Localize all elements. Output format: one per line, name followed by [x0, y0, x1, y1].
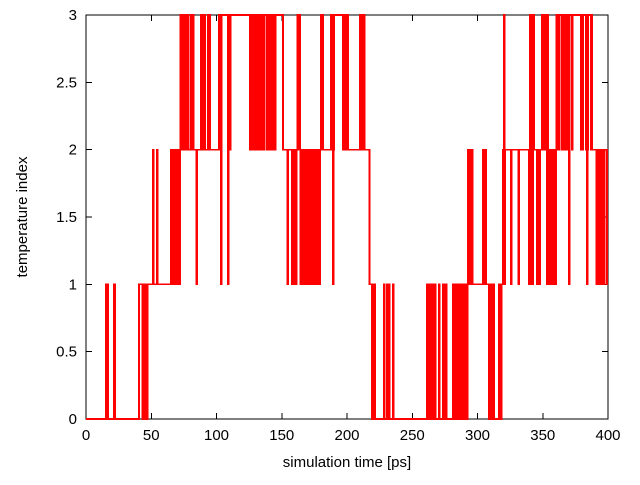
y-tick-label: 0: [69, 411, 77, 428]
x-tick-label: 100: [204, 427, 229, 444]
data-trace: [86, 14, 609, 420]
x-tick-label: 200: [334, 427, 359, 444]
y-axis-label: temperature index: [14, 156, 31, 277]
y-tick-label: 2: [69, 142, 77, 159]
x-tick-label: 50: [143, 427, 160, 444]
y-tick-label: 3: [69, 7, 77, 24]
y-tick-label: 1: [69, 276, 77, 293]
x-tick-labels: 0 50 100 150 200 250 300 350 400: [82, 427, 621, 444]
x-tick-label: 350: [530, 427, 555, 444]
x-tick-label: 150: [269, 427, 294, 444]
temperature-trace-line: [86, 14, 609, 420]
x-tick-label: 400: [595, 427, 620, 444]
x-axis-label: simulation time [ps]: [283, 454, 411, 471]
y-tick-labels: 0 0.5 1 1.5 2 2.5 3: [56, 7, 77, 428]
y-tick-label: 1.5: [56, 209, 77, 226]
x-tick-label: 250: [400, 427, 425, 444]
x-tick-label: 300: [465, 427, 490, 444]
y-tick-label: 2.5: [56, 74, 77, 91]
y-tick-label: 0.5: [56, 344, 77, 361]
x-tick-label: 0: [82, 427, 90, 444]
